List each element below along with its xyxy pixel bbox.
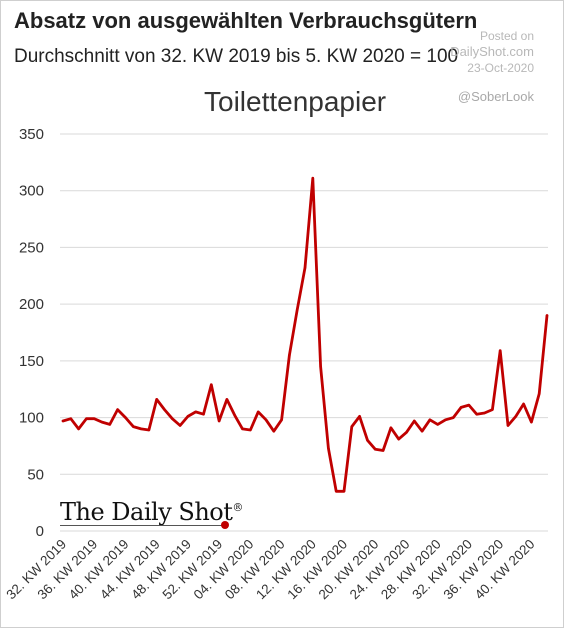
series-layer [61, 176, 549, 493]
data-point [217, 419, 221, 423]
data-point [522, 402, 525, 406]
data-point [132, 425, 135, 428]
grid-lines [60, 133, 548, 532]
data-point [537, 392, 541, 395]
data-point [350, 425, 354, 428]
data-point [186, 415, 190, 418]
y-tick-label: 300 [19, 183, 44, 200]
data-point [77, 427, 80, 431]
data-point [311, 177, 315, 180]
data-point [436, 423, 439, 426]
posted-source: DailyShot.com [450, 44, 534, 59]
brand-dot-icon [221, 521, 229, 529]
data-point [210, 383, 213, 386]
data-point [452, 416, 455, 419]
data-point [420, 429, 424, 433]
y-tick-label: 350 [19, 126, 44, 143]
data-point [475, 412, 478, 416]
y-axis-ticks: 0 50 100 150 200 250 300 350 [19, 126, 44, 540]
data-point [428, 418, 432, 422]
y-tick-label: 150 [19, 353, 44, 370]
data-point [256, 410, 260, 414]
y-tick-label: 100 [19, 410, 44, 427]
data-point [389, 426, 393, 429]
data-point [545, 314, 549, 317]
twitter-handle: @SoberLook [457, 89, 534, 104]
data-point [155, 398, 158, 401]
brand-underline [60, 525, 226, 526]
y-tick-label: 200 [19, 296, 44, 313]
data-point [163, 408, 166, 411]
posted-label: Posted on [479, 29, 534, 43]
data-point [171, 417, 174, 420]
data-point [506, 424, 510, 427]
data-point [327, 446, 330, 450]
posted-date: 23-Oct-2020 [467, 61, 534, 75]
data-point [116, 408, 119, 411]
data-point [303, 266, 307, 270]
data-point [264, 418, 268, 422]
data-point [233, 414, 236, 417]
data-point [335, 490, 338, 493]
brand-logo: The Daily Shot® [60, 498, 243, 526]
data-point [178, 424, 182, 427]
data-point [272, 429, 275, 433]
data-point [241, 427, 244, 431]
data-point [514, 415, 517, 418]
posted-watermark: Posted on DailyShot.com 23-Oct-2020 [450, 28, 534, 76]
data-point [405, 431, 408, 434]
y-tick-label: 50 [27, 466, 44, 483]
chart-title: Toilettenpapier [204, 86, 387, 117]
data-point [139, 427, 143, 431]
data-point [530, 420, 533, 424]
data-point [280, 418, 283, 422]
page-subtitle: Durchschnitt von 32. KW 2019 bis 5. KW 2… [14, 46, 459, 67]
y-tick-label: 0 [36, 523, 44, 540]
data-point [413, 419, 416, 423]
data-point [100, 420, 104, 424]
data-point [295, 308, 299, 312]
data-point [288, 353, 291, 357]
data-point [459, 406, 463, 409]
data-point [124, 416, 127, 419]
data-point [93, 417, 96, 420]
data-point [342, 490, 346, 493]
data-point [225, 398, 229, 401]
data-point [85, 417, 88, 420]
data-point [194, 410, 197, 414]
data-point [147, 428, 151, 432]
brand-mark: ® [232, 501, 243, 514]
data-point [498, 349, 502, 352]
data-point [397, 437, 400, 441]
data-point [374, 448, 377, 451]
data-point [491, 408, 494, 411]
data-point [249, 428, 252, 432]
data-point [69, 417, 73, 420]
data-point [319, 365, 322, 368]
data-point [202, 412, 205, 416]
data-point [381, 449, 385, 452]
page-title: Absatz von ausgewählten Verbrauchsgütern [14, 8, 478, 33]
data-point [61, 419, 65, 423]
data-point [483, 411, 486, 415]
y-tick-label: 250 [19, 239, 44, 256]
data-point [358, 415, 361, 418]
series-line [61, 176, 549, 493]
data-point [366, 439, 369, 442]
data-point [108, 423, 112, 426]
data-point [467, 403, 471, 407]
brand-name: The Daily Shot [60, 498, 233, 526]
data-point [444, 418, 447, 422]
